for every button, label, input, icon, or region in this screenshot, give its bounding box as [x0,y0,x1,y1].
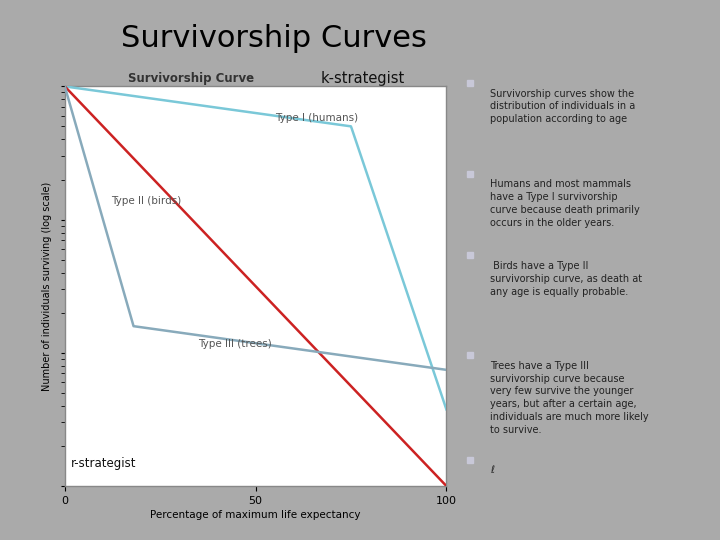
Text: Type II (birds): Type II (birds) [111,197,181,206]
Text: Type I (humans): Type I (humans) [275,113,358,123]
Text: Survivorship curves show the
distribution of individuals in a
population accordi: Survivorship curves show the distributio… [490,89,636,124]
Text: k-strategist: k-strategist [320,71,405,86]
X-axis label: Percentage of maximum life expectancy: Percentage of maximum life expectancy [150,510,361,520]
Text: Survivorship Curve: Survivorship Curve [127,72,253,85]
Text: Humans and most mammals
have a Type I survivorship
curve because death primarily: Humans and most mammals have a Type I su… [490,179,640,228]
Text: ℓ: ℓ [490,465,495,475]
Text: Trees have a Type III
survivorship curve because
very few survive the younger
ye: Trees have a Type III survivorship curve… [490,361,649,435]
Text: Survivorship Curves: Survivorship Curves [121,24,426,53]
Text: Type III (trees): Type III (trees) [199,339,272,349]
Text: Birds have a Type II
survivorship curve, as death at
any age is equally probable: Birds have a Type II survivorship curve,… [490,261,642,296]
Text: r-strategist: r-strategist [71,456,136,470]
Y-axis label: Number of individuals surviving (log scale): Number of individuals surviving (log sca… [42,181,52,391]
